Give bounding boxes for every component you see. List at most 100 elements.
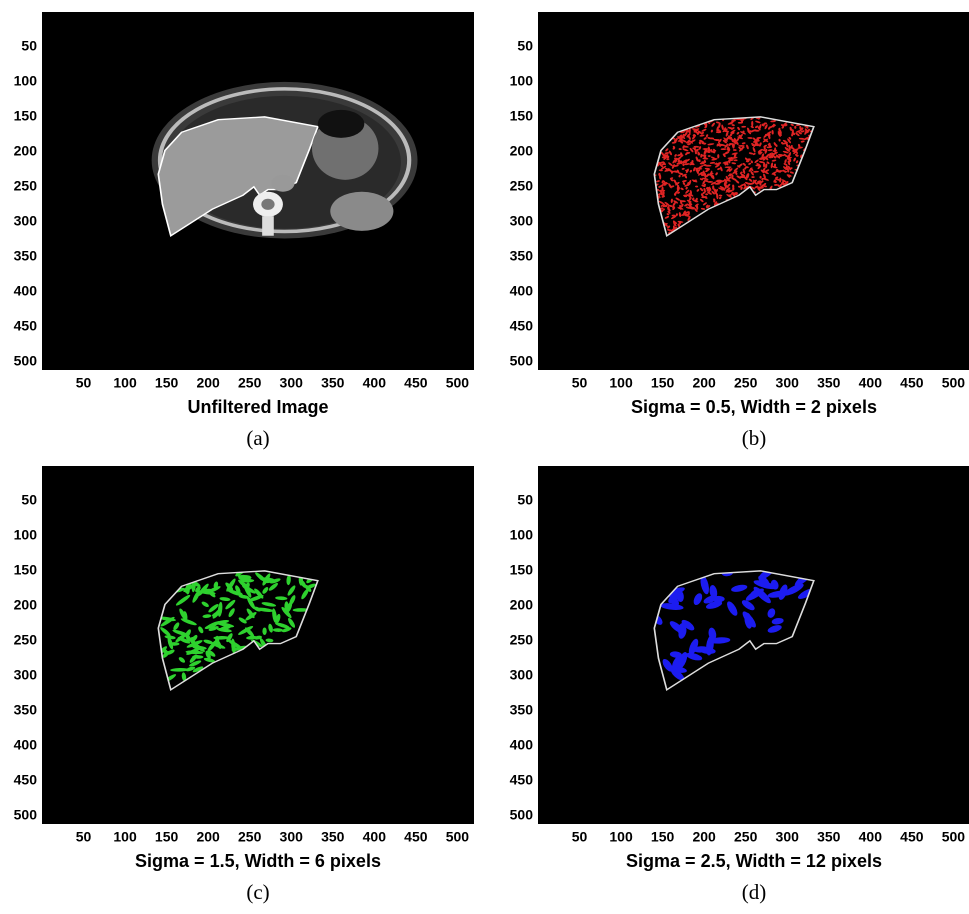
vessel [798,137,805,140]
vessel [679,204,682,210]
vessel [225,582,234,591]
vessel [284,601,289,612]
vessel [771,159,777,162]
vessel [712,175,715,180]
vessel [778,127,781,132]
vessel [670,198,673,203]
liver-outline [653,570,815,691]
vessel [767,132,771,136]
vessel [663,205,668,208]
x-tick-label: 100 [113,375,137,391]
liver-outline [653,116,815,237]
vessel [706,205,711,209]
vessel [722,139,727,144]
vessel [659,184,664,187]
vessel [663,155,669,160]
vessel [731,152,738,155]
vessel [683,195,688,198]
vessel [734,192,737,195]
vessel [771,171,777,175]
vessel [286,574,291,586]
vessel [767,590,789,598]
spleen [330,191,394,231]
vessel [173,622,180,631]
vessel [684,174,688,179]
x-label: Sigma = 2.5, Width = 12 pixels [626,851,882,871]
vessel [795,160,799,164]
vessel [759,142,762,146]
vessel [706,186,712,190]
vessel [663,183,667,186]
vessel [722,153,726,158]
aorta [271,174,295,192]
vessel [788,144,791,151]
vessel [737,185,741,188]
vessel [725,131,729,137]
vessel [725,136,730,141]
vessel [771,153,775,159]
y-tick-label: 400 [510,282,534,298]
vessel [704,167,711,170]
vessel [688,193,694,197]
vessel [677,652,688,670]
y-tick-label: 200 [14,597,38,613]
vessel [710,181,717,185]
vessel [703,137,707,140]
y-tick-label: 450 [14,771,38,787]
x-tick-label: 500 [942,829,966,845]
vessel [755,120,761,124]
vessel [748,152,754,155]
vessel [758,148,763,153]
vessel [778,153,785,157]
vessel [262,587,269,594]
vessel [687,134,691,140]
x-label: Unfiltered Image [187,397,328,417]
vessel [673,170,678,173]
spine-core [261,198,275,210]
x-tick-label: 200 [196,829,220,845]
vessel [711,150,716,154]
vessel [744,157,749,162]
vessel [685,189,690,194]
vessel [246,596,256,610]
y-tick-label: 300 [510,666,534,682]
vessel [688,201,693,206]
vessel [727,126,734,130]
vessel [780,124,785,127]
vessel [804,129,808,135]
x-tick-label: 100 [609,829,633,845]
vessel [216,628,232,633]
vessel [675,213,678,216]
x-label: Sigma = 0.5, Width = 2 pixels [631,397,877,417]
vessel [754,125,759,129]
vessel [721,124,724,131]
vessel [688,127,691,134]
vessel [201,601,209,608]
vessel [687,143,692,146]
vessel [781,141,784,145]
vessel [714,596,723,606]
vessel [740,131,747,135]
vessel [306,583,316,589]
vessel [782,150,789,154]
spine-process [262,216,274,236]
x-tick-label: 400 [859,829,883,845]
vessel [246,635,258,640]
vessel [701,177,709,180]
x-tick-label: 150 [155,829,179,845]
vessel [217,601,223,617]
vessel [773,163,777,168]
vessel [749,182,755,185]
vessel [738,146,743,151]
x-tick-label: 350 [321,375,345,391]
y-tick-label: 500 [14,806,38,822]
vessel [192,655,204,659]
vessel [719,166,723,172]
vessel [680,136,683,141]
vessel [668,162,674,167]
vessel [677,184,680,188]
vessel [685,152,689,156]
vessel [716,142,721,147]
vessel [764,148,768,154]
x-tick-label: 350 [817,375,841,391]
